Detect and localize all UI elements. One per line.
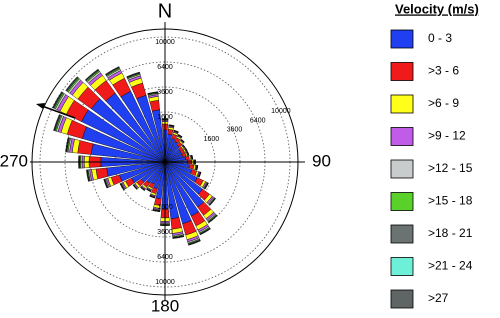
south-label: 180	[151, 296, 179, 315]
r-tick-label: 3600	[227, 127, 243, 134]
legend-label: >15 - 18	[428, 194, 473, 208]
r-tick-label: 6400	[157, 254, 173, 261]
legend-label: >27	[428, 291, 449, 305]
legend-label: 0 - 3	[428, 31, 452, 45]
bar-segment	[177, 134, 183, 138]
north-label: N	[158, 0, 172, 22]
bar-segment	[95, 167, 109, 180]
legend-swatch	[390, 127, 414, 146]
r-tick-label: 6400	[250, 117, 266, 124]
bar-segment	[187, 151, 190, 156]
r-tick-label: 3600	[157, 229, 173, 236]
legend-swatch	[390, 94, 414, 114]
bar-segment	[77, 140, 94, 155]
bar-segment	[181, 139, 185, 143]
bar-segment	[191, 154, 194, 160]
east-label: 90	[312, 151, 331, 170]
bar-segment	[126, 71, 140, 78]
bar-segment	[65, 137, 69, 153]
legend-label: >6 - 9	[428, 96, 459, 110]
bar-segment	[188, 240, 201, 246]
bar-segment	[173, 129, 179, 133]
r-tick-label: 1600	[204, 136, 220, 143]
r-tick-label: 1600	[157, 114, 173, 121]
bar-segment	[84, 68, 99, 81]
bar-segment	[86, 169, 89, 182]
bar-segment	[149, 100, 160, 112]
bar-segment	[140, 186, 145, 191]
bar-segment	[132, 184, 138, 190]
bar-segment	[105, 66, 120, 75]
arrow-head	[36, 103, 45, 109]
legend-label: >18 - 21	[428, 226, 473, 240]
bar-segment	[147, 91, 159, 95]
bar-segment	[146, 188, 151, 193]
r-tick-label: 1600	[157, 204, 173, 211]
r-tick-label: 3600	[157, 89, 173, 96]
bar-segment	[65, 76, 78, 91]
bar-segment	[172, 236, 185, 239]
legend-swatch	[390, 159, 414, 179]
r-tick-label: 10000	[271, 108, 291, 115]
bar-segment	[182, 144, 186, 148]
bar-segment	[185, 147, 188, 152]
bar-segment	[198, 171, 202, 178]
bar-segment	[170, 217, 182, 230]
west-label: 270	[0, 151, 28, 170]
legend-swatch	[390, 62, 414, 81]
legend-swatch	[390, 257, 414, 276]
bar-segment	[119, 183, 125, 191]
legend-swatch	[390, 224, 414, 244]
legend-swatch	[390, 192, 414, 211]
r-tick-label: 10000	[155, 279, 175, 286]
bar-segment	[208, 215, 218, 224]
bar-segment	[204, 182, 209, 190]
bar-segment	[53, 114, 61, 131]
bar-segment	[152, 209, 161, 212]
legend-title: Velocity (m/s)	[395, 1, 479, 16]
bar-segment	[199, 228, 211, 236]
legend-label: >21 - 24	[428, 259, 473, 273]
bar-segment	[167, 129, 174, 136]
arrow	[41, 105, 76, 119]
legend-label: >3 - 6	[428, 64, 459, 78]
bar-segment	[52, 91, 63, 109]
legend-label: >9 - 12	[428, 129, 466, 143]
bar-segment	[168, 124, 175, 127]
legend-label: >12 - 15	[428, 161, 473, 175]
legend-swatch	[390, 29, 414, 49]
r-tick-label: 10000	[155, 39, 175, 46]
bar-segment	[149, 195, 156, 199]
bar-segment	[196, 165, 199, 171]
bar-segment	[209, 198, 216, 206]
r-tick-label: 6400	[157, 64, 173, 71]
bar-segment	[103, 179, 108, 189]
legend-swatch	[390, 289, 414, 309]
